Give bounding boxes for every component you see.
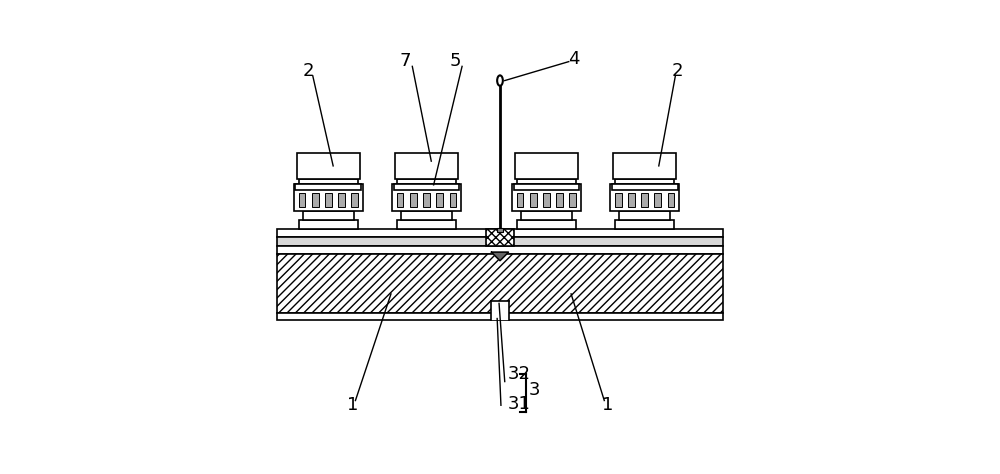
Bar (517, 179, 576, 184)
Ellipse shape (497, 75, 503, 86)
Bar (517, 220, 576, 229)
Text: 32: 32 (508, 365, 531, 383)
Bar (277, 237, 723, 246)
Bar (397, 220, 456, 229)
Text: 2: 2 (302, 62, 314, 80)
Bar (325, 193, 332, 207)
Text: 31: 31 (508, 395, 530, 413)
Text: 7: 7 (399, 52, 411, 70)
Bar (530, 193, 537, 207)
Bar (514, 184, 579, 190)
Bar (295, 184, 361, 190)
Bar (277, 254, 723, 313)
Bar (613, 153, 676, 179)
Bar (491, 301, 509, 320)
Bar (312, 193, 319, 207)
Bar (392, 184, 461, 211)
Text: 1: 1 (602, 396, 614, 414)
Bar (615, 179, 674, 184)
Bar (556, 193, 563, 207)
Bar (401, 211, 452, 220)
Bar (450, 193, 456, 207)
Bar (641, 193, 648, 207)
Bar (297, 153, 360, 179)
Text: 2: 2 (672, 62, 684, 80)
Bar (615, 220, 674, 229)
Bar (277, 313, 723, 320)
Text: 1: 1 (347, 396, 359, 414)
Bar (543, 193, 550, 207)
Bar (486, 229, 514, 246)
Bar (436, 193, 443, 207)
Bar (410, 193, 417, 207)
Bar (338, 193, 345, 207)
Bar (628, 193, 635, 207)
Bar (515, 153, 578, 179)
Bar (351, 193, 358, 207)
Bar (423, 193, 430, 207)
Polygon shape (491, 252, 509, 261)
Bar (299, 193, 305, 207)
Bar (497, 228, 503, 232)
Bar (394, 184, 459, 190)
Bar (299, 220, 358, 229)
Bar (303, 211, 354, 220)
Bar (277, 229, 723, 237)
Bar (299, 179, 358, 184)
Text: 4: 4 (568, 50, 579, 68)
Bar (277, 246, 723, 254)
Text: 5: 5 (449, 52, 461, 70)
Bar (619, 211, 670, 220)
Bar (615, 193, 622, 207)
Bar (395, 153, 458, 179)
Bar (517, 193, 523, 207)
Bar (512, 184, 581, 211)
Bar (612, 184, 678, 190)
Bar (569, 193, 576, 207)
Bar (668, 193, 674, 207)
Text: 3: 3 (528, 381, 540, 399)
Bar (294, 184, 363, 211)
Bar (397, 193, 403, 207)
Bar (654, 193, 661, 207)
Bar (610, 184, 679, 211)
Bar (397, 179, 456, 184)
Bar (521, 211, 572, 220)
